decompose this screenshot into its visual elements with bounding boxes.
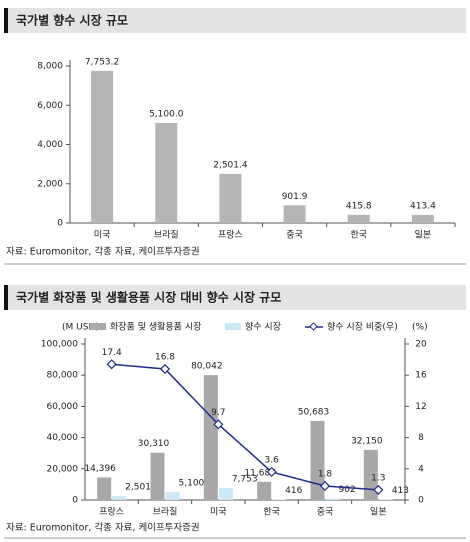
y-tick-label: 0 [72,496,78,506]
chart-title: 국가별 화장품 및 생활용품 시장 대비 향수 시장 규모 [16,290,281,305]
value-label: 11,687 [244,468,276,478]
value-label: 902 [339,485,356,495]
bar [411,214,434,223]
y2-tick-label: 4 [418,464,424,474]
line-marker [373,484,384,495]
legend-label: 향수 시장 비중(우) [327,321,398,333]
value-label: 5,100.0 [149,109,184,119]
x-tick-label: 프랑스 [218,229,243,241]
header-mark [4,8,8,33]
line-marker [319,480,331,492]
x-tick-label: 미국 [210,507,227,518]
bar [91,70,114,224]
value-label: 32,150 [351,436,383,446]
source: 자료: Euromonitor, 각종 자료, 케이프투자증권 [6,246,200,258]
y2-tick-label: 20 [415,340,427,350]
bar [112,496,127,500]
y-tick-label: 4,000 [37,140,63,150]
y-tick-label: 0 [57,219,63,229]
bar [155,122,178,223]
value-label: 5,100 [179,479,205,489]
legend-swatch [90,323,106,330]
line-marker [106,359,117,370]
header-mark [4,285,8,310]
x-tick-label: 중국 [286,230,303,241]
y-axis-label: (M USD) [62,323,99,333]
value-label: 7,753 [232,474,258,484]
value-label: 2,501.4 [213,160,248,170]
bar [257,481,272,500]
y-tick-label: 80,000 [47,371,79,381]
line [111,363,379,491]
x-tick-label: 브라질 [154,229,179,241]
y-tick-label: 20,000 [47,464,79,474]
bar [310,420,325,500]
bar [150,452,165,500]
value-label: 50,683 [298,407,330,417]
y-tick-label: 6,000 [37,101,63,111]
value-label: 80,042 [191,362,223,372]
bar [347,214,370,223]
x-tick-label: 프랑스 [99,506,124,518]
header-bar [4,285,466,310]
legend-label: 화장품 및 생활용품 시장 [110,321,201,333]
value-label: 7,753.2 [85,57,119,67]
bar [165,492,180,500]
x-tick-label: 한국 [350,230,367,241]
line-marker [159,363,171,375]
bar [272,499,287,500]
bar [218,487,233,500]
y2-tick-label: 0 [418,496,424,506]
value-label: 3.6 [265,455,280,465]
value-label: 30,310 [138,439,170,449]
bar [363,449,378,500]
source: 자료: Euromonitor, 각종 자료, 케이프투자증권 [6,522,200,534]
header-bar [4,8,466,33]
x-tick-label: 미국 [94,230,111,241]
y2-tick-label: 16 [415,371,427,381]
legend-label: 향수 시장 [245,321,281,333]
bar [378,499,393,500]
y2-tick-label: 12 [415,402,426,412]
chart-title: 국가별 향수 시장 규모 [16,13,128,28]
x-tick-label: 일본 [415,230,432,241]
y-tick-label: 60,000 [47,402,79,412]
value-label: 416 [285,486,302,496]
value-label: 415.8 [346,201,372,211]
legend-marker [309,322,318,331]
value-label: 901.9 [282,192,308,202]
bar [219,173,242,223]
value-label: 17.4 [102,348,122,358]
y-tick-label: 2,000 [37,179,63,189]
y-tick-label: 8,000 [37,62,63,72]
bar [97,477,112,500]
value-label: 413 [392,486,409,496]
value-label: 2,501 [125,483,151,493]
y-tick-label: 100,000 [41,340,78,350]
value-label: 1.8 [318,469,333,479]
bar [203,375,218,500]
bar [325,498,340,500]
y-tick-label: 40,000 [47,433,79,443]
x-tick-label: 일본 [370,507,387,518]
x-tick-label: 브라질 [153,506,178,518]
y2-axis-label: (%) [412,323,428,333]
value-label: 1.3 [371,473,385,483]
value-label: 413.4 [410,201,436,211]
bar [283,205,306,223]
line-marker [213,419,224,430]
value-label: 9.7 [211,408,225,418]
value-label: 16.8 [155,352,175,362]
line-marker [266,466,277,478]
value-label: 14,396 [84,464,116,474]
y2-tick-label: 8 [418,433,424,443]
x-tick-label: 한국 [263,507,280,518]
x-tick-label: 중국 [317,507,334,518]
legend-swatch [225,323,241,330]
